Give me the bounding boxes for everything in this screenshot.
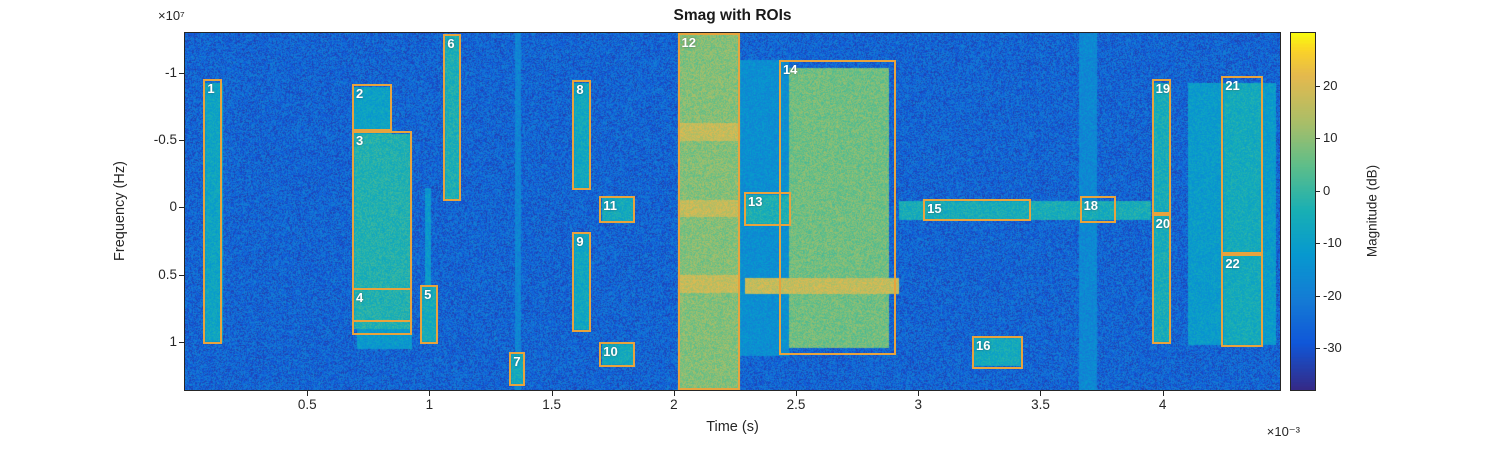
x-tick-label: 1.5: [542, 397, 562, 412]
colorbar-tick-mark: [1316, 348, 1320, 349]
y-tick-mark: [179, 140, 184, 142]
y-tick-label: -0.5: [153, 132, 177, 148]
x-tick-label: 0.5: [297, 397, 317, 412]
spectrogram-canvas[interactable]: [185, 33, 1280, 390]
x-tick-mark: [1040, 391, 1042, 396]
y-axis-multiplier: ×10⁷: [158, 8, 185, 23]
x-tick-mark: [918, 391, 920, 396]
x-tick-mark: [1162, 391, 1164, 396]
y-tick-label: 1: [169, 333, 177, 349]
x-axis-label: Time (s): [706, 419, 759, 435]
y-tick-mark: [179, 274, 184, 276]
colorbar-label: Magnitude (dB): [1364, 164, 1380, 258]
x-tick-label: 4: [1158, 397, 1167, 412]
colorbar-tick-mark: [1316, 85, 1320, 87]
x-tick-label: 2.5: [786, 397, 806, 412]
x-tick-mark: [551, 391, 553, 396]
x-tick-mark: [307, 391, 309, 396]
x-tick-mark: [429, 391, 431, 396]
y-tick-label: 0: [169, 199, 177, 215]
colorbar-tick-label: -20: [1323, 287, 1342, 303]
colorbar-tick-label: 10: [1323, 130, 1338, 145]
x-tick-label: 3: [914, 397, 922, 412]
y-tick-mark: [179, 341, 184, 343]
x-tick-label: 3.5: [1031, 397, 1050, 412]
x-tick-label: 1: [425, 397, 434, 412]
colorbar-tick-label: -10: [1323, 235, 1342, 250]
x-tick-mark: [673, 391, 675, 396]
colorbar-tick-mark: [1316, 295, 1320, 297]
colorbar-tick-label: 0: [1323, 182, 1331, 198]
colorbar-tick-label: -30: [1323, 340, 1342, 355]
colorbar-tick-mark: [1316, 190, 1320, 192]
x-tick-mark: [796, 391, 798, 396]
colorbar[interactable]: [1291, 33, 1315, 390]
y-tick-label: 0.5: [158, 266, 177, 282]
colorbar-tick-label: 20: [1323, 77, 1338, 93]
y-tick-label: -1: [164, 65, 177, 81]
x-tick-label: 2: [670, 397, 678, 412]
y-tick-mark: [179, 73, 184, 75]
chart-title: Smag with ROIs: [673, 7, 792, 24]
colorbar-tick-mark: [1316, 138, 1320, 139]
colorbar-tick-mark: [1316, 243, 1320, 244]
y-tick-mark: [179, 207, 184, 209]
x-axis-multiplier: ×10⁻³: [1266, 424, 1300, 439]
